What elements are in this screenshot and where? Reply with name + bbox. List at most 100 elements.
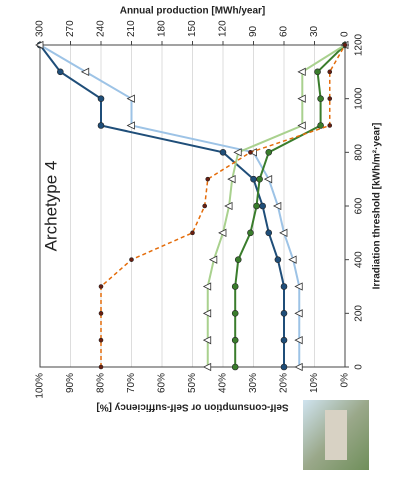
- y2-tick-label: 180: [157, 20, 168, 37]
- x-tick-label: 600: [354, 197, 365, 214]
- y2-tick-label: 300: [35, 20, 46, 37]
- marker: [265, 149, 273, 156]
- marker: [250, 175, 257, 183]
- y-tick-label: 80%: [96, 373, 107, 393]
- marker: [280, 283, 288, 290]
- y-tick-label: 60%: [157, 373, 168, 393]
- series-line: [234, 44, 346, 367]
- marker: [317, 95, 324, 102]
- marker: [259, 202, 266, 210]
- marker: [224, 201, 233, 211]
- marker: [231, 336, 239, 344]
- marker: [263, 175, 273, 184]
- plot-frame: [39, 44, 346, 368]
- marker: [317, 122, 324, 129]
- y-tick-label: 100%: [35, 373, 46, 399]
- marker: [247, 229, 254, 237]
- marker: [297, 67, 306, 76]
- x-tick-label: 0: [354, 364, 365, 370]
- marker: [202, 282, 212, 291]
- marker: [208, 255, 218, 264]
- marker: [202, 362, 212, 372]
- y-tick-label: 50%: [187, 373, 198, 393]
- y-tick-label: 90%: [65, 373, 76, 393]
- x-tick-label: 200: [354, 305, 365, 322]
- marker: [97, 122, 105, 129]
- x-tick-label: 400: [354, 251, 365, 268]
- x-tick-label: 800: [354, 144, 365, 161]
- marker: [205, 176, 211, 182]
- marker: [280, 336, 288, 344]
- marker: [297, 121, 306, 130]
- x-axis-title: Irradiation threshold [kWh/m²·year]: [372, 123, 383, 290]
- marker: [129, 257, 134, 262]
- marker: [231, 283, 239, 290]
- marker: [273, 201, 282, 211]
- y2-tick-label: 0: [340, 31, 351, 37]
- marker: [219, 149, 227, 156]
- y2-axis-title: Annual production [MWh/year]: [120, 6, 266, 17]
- marker: [231, 310, 239, 317]
- y2-tick-label: 60: [279, 25, 290, 37]
- marker: [279, 228, 288, 237]
- y2-tick-label: 120: [218, 20, 229, 37]
- y-tick-label: 30%: [248, 373, 259, 393]
- y2-tick-label: 210: [126, 20, 137, 37]
- marker: [57, 68, 64, 76]
- marker: [248, 148, 257, 157]
- marker: [294, 282, 303, 291]
- y2-tick-label: 30: [309, 25, 320, 37]
- marker: [294, 362, 303, 372]
- y2-tick-label: 150: [187, 20, 198, 37]
- y-tick-label: 20%: [279, 373, 290, 393]
- marker: [35, 40, 44, 50]
- x-tick-label: 1000: [354, 87, 365, 110]
- marker: [253, 202, 260, 210]
- marker: [126, 94, 135, 103]
- marker: [327, 123, 333, 128]
- marker: [126, 121, 135, 130]
- marker: [297, 94, 306, 103]
- marker: [327, 96, 333, 101]
- marker: [314, 68, 321, 76]
- marker: [294, 309, 303, 318]
- marker: [342, 42, 348, 48]
- marker: [288, 255, 297, 264]
- marker: [234, 256, 242, 263]
- marker: [98, 337, 104, 343]
- y-axis-title: Self-consumption or Self-sufficiency [%]: [96, 401, 288, 412]
- marker: [231, 363, 239, 371]
- y2-tick-label: 90: [248, 25, 259, 37]
- y-tick-label: 70%: [126, 373, 137, 393]
- marker: [294, 336, 303, 345]
- x-tick-label: 1200: [354, 33, 365, 56]
- rotated-chart: 0% 10% 20% 30% 40% 50% 60% 70% 80% 90% 100% 0 30 60 90…: [35, 6, 383, 413]
- marker: [202, 309, 212, 318]
- marker: [256, 175, 263, 183]
- building-photo-detail: [325, 410, 347, 460]
- marker: [98, 364, 104, 370]
- marker: [233, 148, 242, 157]
- marker: [280, 363, 288, 371]
- marker: [80, 67, 90, 76]
- y-tick-label: 10%: [309, 373, 320, 393]
- marker: [280, 310, 288, 317]
- marker: [97, 95, 105, 102]
- marker: [327, 69, 333, 75]
- marker: [202, 203, 207, 209]
- marker: [202, 336, 212, 345]
- y2-tick-label: 270: [65, 20, 76, 37]
- chart-title: Archetype 4: [41, 161, 60, 252]
- marker: [227, 175, 236, 184]
- marker: [190, 230, 195, 236]
- marker: [248, 150, 253, 155]
- y-tick-label: 0%: [340, 373, 351, 388]
- marker: [218, 228, 227, 237]
- y2-tick-label: 240: [96, 20, 107, 37]
- marker: [98, 284, 104, 289]
- y-tick-label: 40%: [218, 373, 229, 393]
- marker: [274, 256, 282, 263]
- marker: [98, 311, 104, 316]
